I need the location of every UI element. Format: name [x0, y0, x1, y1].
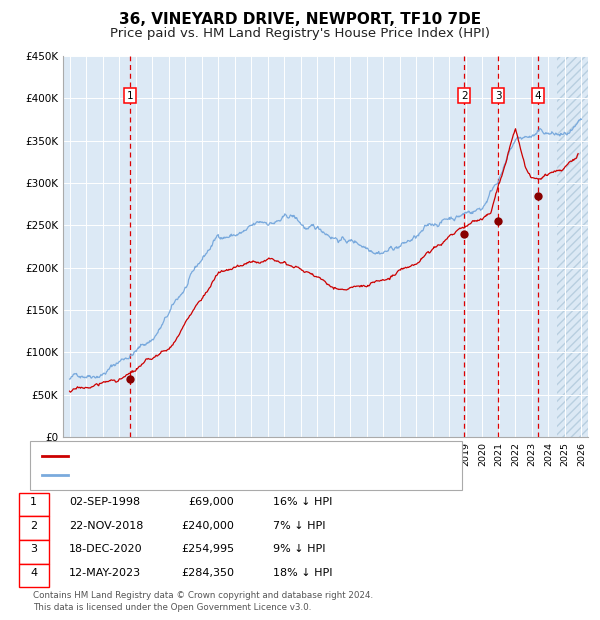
Text: £254,995: £254,995	[181, 544, 234, 554]
Text: 18% ↓ HPI: 18% ↓ HPI	[273, 568, 332, 578]
Text: 1: 1	[30, 497, 37, 507]
Text: 36, VINEYARD DRIVE, NEWPORT, TF10 7DE (detached house): 36, VINEYARD DRIVE, NEWPORT, TF10 7DE (d…	[72, 451, 405, 461]
Text: 22-NOV-2018: 22-NOV-2018	[69, 521, 143, 531]
Text: £240,000: £240,000	[181, 521, 234, 531]
Text: 2: 2	[30, 521, 37, 531]
Text: 3: 3	[30, 544, 37, 554]
Text: 3: 3	[495, 91, 502, 101]
Text: 16% ↓ HPI: 16% ↓ HPI	[273, 497, 332, 507]
Text: 2: 2	[461, 91, 467, 101]
Bar	[557, 56, 600, 437]
Text: 36, VINEYARD DRIVE, NEWPORT, TF10 7DE: 36, VINEYARD DRIVE, NEWPORT, TF10 7DE	[119, 12, 481, 27]
Text: 9% ↓ HPI: 9% ↓ HPI	[273, 544, 325, 554]
Bar	[557, 56, 600, 437]
Text: HPI: Average price, detached house, Telford and Wrekin: HPI: Average price, detached house, Telf…	[72, 471, 376, 480]
Text: Price paid vs. HM Land Registry's House Price Index (HPI): Price paid vs. HM Land Registry's House …	[110, 27, 490, 40]
Text: 7% ↓ HPI: 7% ↓ HPI	[273, 521, 325, 531]
Text: 02-SEP-1998: 02-SEP-1998	[69, 497, 140, 507]
Text: £284,350: £284,350	[181, 568, 234, 578]
Text: 4: 4	[535, 91, 541, 101]
Text: £69,000: £69,000	[188, 497, 234, 507]
Text: 12-MAY-2023: 12-MAY-2023	[69, 568, 141, 578]
Text: 18-DEC-2020: 18-DEC-2020	[69, 544, 143, 554]
Text: 1: 1	[127, 91, 134, 101]
Text: 4: 4	[30, 568, 37, 578]
Text: Contains HM Land Registry data © Crown copyright and database right 2024.
This d: Contains HM Land Registry data © Crown c…	[33, 591, 373, 612]
